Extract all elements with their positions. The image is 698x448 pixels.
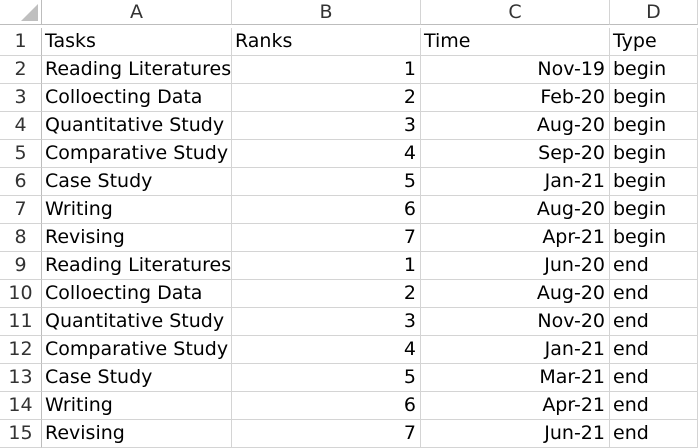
cell-c-row-14[interactable]: Apr-21 xyxy=(421,392,610,420)
cell-a-row-2[interactable]: Reading Literatures xyxy=(42,56,232,84)
cell-c-row-4[interactable]: Aug-20 xyxy=(421,112,610,140)
cell-d-row-6[interactable]: begin xyxy=(610,168,698,196)
cell-b-row-9[interactable]: 1 xyxy=(232,252,421,280)
row-header-row-2[interactable]: 2 xyxy=(0,56,42,84)
cell-a-row-12[interactable]: Comparative Study xyxy=(42,336,232,364)
cell-a-row-10[interactable]: Colloecting Data xyxy=(42,280,232,308)
cell-a-row-13[interactable]: Case Study xyxy=(42,364,232,392)
row-header-row-12[interactable]: 12 xyxy=(0,336,42,364)
row-header-row-14[interactable]: 14 xyxy=(0,392,42,420)
row-header-row-5[interactable]: 5 xyxy=(0,140,42,168)
row-header-row-6[interactable]: 6 xyxy=(0,168,42,196)
row-header-row-11[interactable]: 11 xyxy=(0,308,42,336)
cell-d-row-14[interactable]: end xyxy=(610,392,698,420)
row-header-row-15[interactable]: 15 xyxy=(0,420,42,448)
column-header-b[interactable]: B xyxy=(232,0,421,25)
cell-c-row-1[interactable]: Time xyxy=(421,28,610,56)
cell-a-row-11[interactable]: Quantitative Study xyxy=(42,308,232,336)
cell-d-row-13[interactable]: end xyxy=(610,364,698,392)
select-all-corner[interactable] xyxy=(0,0,42,25)
cell-b-row-15[interactable]: 7 xyxy=(232,420,421,448)
cell-a-row-8[interactable]: Revising xyxy=(42,224,232,252)
cell-a-row-15[interactable]: Revising xyxy=(42,420,232,448)
row-header-row-1[interactable]: 1 xyxy=(0,28,42,56)
cell-a-row-6[interactable]: Case Study xyxy=(42,168,232,196)
cell-b-row-5[interactable]: 4 xyxy=(232,140,421,168)
cell-d-row-12[interactable]: end xyxy=(610,336,698,364)
cell-a-row-4[interactable]: Quantitative Study xyxy=(42,112,232,140)
cell-d-row-15[interactable]: end xyxy=(610,420,698,448)
cell-b-row-8[interactable]: 7 xyxy=(232,224,421,252)
cell-b-row-11[interactable]: 3 xyxy=(232,308,421,336)
cell-c-row-15[interactable]: Jun-21 xyxy=(421,420,610,448)
cell-a-row-7[interactable]: Writing xyxy=(42,196,232,224)
cell-d-row-1[interactable]: Type xyxy=(610,28,698,56)
cell-c-row-7[interactable]: Aug-20 xyxy=(421,196,610,224)
cell-c-row-12[interactable]: Jan-21 xyxy=(421,336,610,364)
cell-d-row-8[interactable]: begin xyxy=(610,224,698,252)
cell-d-row-2[interactable]: begin xyxy=(610,56,698,84)
cell-b-row-13[interactable]: 5 xyxy=(232,364,421,392)
cell-d-row-11[interactable]: end xyxy=(610,308,698,336)
column-header-d[interactable]: D xyxy=(610,0,698,25)
cell-a-row-14[interactable]: Writing xyxy=(42,392,232,420)
row-header-row-13[interactable]: 13 xyxy=(0,364,42,392)
cell-d-row-3[interactable]: begin xyxy=(610,84,698,112)
cell-d-row-10[interactable]: end xyxy=(610,280,698,308)
cell-b-row-6[interactable]: 5 xyxy=(232,168,421,196)
row-header-row-9[interactable]: 9 xyxy=(0,252,42,280)
cell-a-row-1[interactable]: Tasks xyxy=(42,28,232,56)
column-header-c[interactable]: C xyxy=(421,0,610,25)
cell-a-row-9[interactable]: Reading Literatures xyxy=(42,252,232,280)
cell-a-row-3[interactable]: Colloecting Data xyxy=(42,84,232,112)
row-header-row-4[interactable]: 4 xyxy=(0,112,42,140)
cell-b-row-10[interactable]: 2 xyxy=(232,280,421,308)
cell-b-row-14[interactable]: 6 xyxy=(232,392,421,420)
cell-b-row-3[interactable]: 2 xyxy=(232,84,421,112)
column-header-a[interactable]: A xyxy=(42,0,232,25)
cell-a-row-5[interactable]: Comparative Study xyxy=(42,140,232,168)
cell-c-row-3[interactable]: Feb-20 xyxy=(421,84,610,112)
row-header-row-3[interactable]: 3 xyxy=(0,84,42,112)
cell-c-row-6[interactable]: Jan-21 xyxy=(421,168,610,196)
row-header-row-7[interactable]: 7 xyxy=(0,196,42,224)
cell-c-row-11[interactable]: Nov-20 xyxy=(421,308,610,336)
cell-c-row-13[interactable]: Mar-21 xyxy=(421,364,610,392)
cell-b-row-7[interactable]: 6 xyxy=(232,196,421,224)
cell-d-row-9[interactable]: end xyxy=(610,252,698,280)
cell-c-row-5[interactable]: Sep-20 xyxy=(421,140,610,168)
cell-c-row-8[interactable]: Apr-21 xyxy=(421,224,610,252)
cell-d-row-5[interactable]: begin xyxy=(610,140,698,168)
cell-d-row-4[interactable]: begin xyxy=(610,112,698,140)
row-header-row-10[interactable]: 10 xyxy=(0,280,42,308)
cell-c-row-9[interactable]: Jun-20 xyxy=(421,252,610,280)
cell-c-row-10[interactable]: Aug-20 xyxy=(421,280,610,308)
cell-b-row-12[interactable]: 4 xyxy=(232,336,421,364)
cell-d-row-7[interactable]: begin xyxy=(610,196,698,224)
cell-b-row-2[interactable]: 1 xyxy=(232,56,421,84)
cell-b-row-1[interactable]: Ranks xyxy=(232,28,421,56)
cell-c-row-2[interactable]: Nov-19 xyxy=(421,56,610,84)
cell-b-row-4[interactable]: 3 xyxy=(232,112,421,140)
select-all-triangle-icon xyxy=(21,4,38,21)
row-header-row-8[interactable]: 8 xyxy=(0,224,42,252)
